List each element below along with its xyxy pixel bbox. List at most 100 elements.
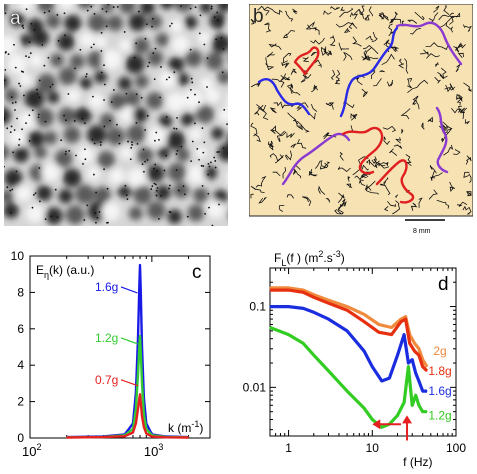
data-point: [303, 343, 304, 344]
y-axis-label: FL(f ) (m2.s-3): [274, 249, 345, 268]
data-point: [364, 321, 365, 322]
data-point: [124, 436, 125, 437]
y-tick-label: 8: [17, 285, 24, 299]
panel-b: b 8 mm: [249, 4, 473, 236]
data-point: [141, 416, 142, 417]
data-point: [418, 405, 419, 406]
data-point: [364, 408, 365, 409]
data-point: [346, 310, 347, 311]
x-tick-label: 100: [446, 441, 466, 455]
data-point: [418, 380, 419, 381]
data-point: [140, 350, 141, 351]
legend-1.2g: 1.2g: [428, 408, 451, 422]
data-point: [140, 288, 141, 289]
data-point: [313, 297, 314, 298]
data-point: [288, 334, 289, 335]
y-axis-label: Eη(k) (a.u.): [36, 263, 94, 280]
data-point: [269, 327, 270, 328]
x-axis-label: f (Hz): [403, 455, 432, 469]
data-point: [381, 380, 382, 381]
data-point: [137, 408, 138, 409]
data-point: [188, 437, 189, 438]
data-point: [328, 303, 329, 304]
data-point: [415, 373, 416, 374]
data-point: [408, 362, 409, 363]
data-point: [151, 436, 152, 437]
y-tick-label: 0: [17, 431, 24, 445]
data-point: [313, 355, 314, 356]
data-point: [346, 330, 347, 331]
data-point: [328, 300, 329, 301]
data-point: [409, 343, 410, 344]
pattern-image: a: [4, 4, 228, 226]
data-point: [372, 366, 373, 367]
plot-frame: [30, 256, 210, 438]
data-point: [288, 287, 289, 288]
data-point: [412, 405, 413, 406]
data-point: [404, 334, 405, 335]
data-point: [139, 394, 140, 395]
data-point: [132, 432, 133, 433]
legend-0.7g: 0.7g: [95, 373, 118, 387]
arrow-up-head: [402, 415, 412, 423]
legend-1.6g: 1.6g: [95, 280, 118, 294]
data-point: [328, 318, 329, 319]
data-point: [139, 283, 140, 284]
data-point: [139, 397, 140, 398]
data-point: [418, 355, 419, 356]
data-point: [422, 366, 423, 367]
data-point: [389, 378, 390, 379]
data-point: [415, 395, 416, 396]
data-point: [391, 327, 392, 328]
data-point: [143, 426, 144, 427]
data-point: [414, 343, 415, 344]
data-point: [400, 321, 401, 322]
data-point: [288, 306, 289, 307]
data-point: [405, 316, 406, 317]
data-point: [412, 359, 413, 360]
data-point: [418, 348, 419, 349]
x-tick-label: 102: [22, 442, 41, 459]
data-point: [135, 408, 136, 409]
data-point: [140, 401, 141, 402]
data-point: [135, 423, 136, 424]
data-point: [364, 314, 365, 315]
x-axis-label: k (m-1): [168, 419, 203, 435]
data-point: [391, 334, 392, 335]
scale-bar-label: 8 mm: [413, 228, 431, 235]
panel-a: a: [4, 4, 228, 226]
data-point: [303, 289, 304, 290]
data-point: [143, 414, 144, 415]
data-point: [404, 402, 405, 403]
data-point: [372, 419, 373, 420]
panel-b-label: b: [253, 6, 264, 27]
legend-1.6g: 1.6g: [428, 384, 451, 398]
data-point: [364, 351, 365, 352]
legend-leader: [121, 287, 137, 293]
y-tick-label: 6: [17, 322, 24, 336]
data-point: [103, 436, 104, 437]
data-point: [269, 287, 270, 288]
legend-leader: [121, 338, 138, 344]
data-point: [146, 433, 147, 434]
y-tick-label: 2: [17, 395, 24, 409]
data-point: [66, 437, 67, 438]
data-point: [328, 370, 329, 371]
data-point: [422, 411, 423, 412]
y-tick-label: 10: [11, 249, 25, 263]
data-point: [139, 345, 140, 346]
x-tick-label: 10: [366, 441, 380, 455]
data-point: [269, 289, 270, 290]
panel-c-label: c: [192, 262, 202, 283]
data-point: [137, 374, 138, 375]
data-point: [313, 294, 314, 295]
data-point: [269, 306, 270, 307]
series-line-1.6g: [67, 265, 189, 437]
data-point: [139, 335, 140, 336]
y-tick-label: 4: [17, 358, 24, 372]
x-tick-label: 1: [285, 441, 292, 455]
legend-2g: 2g: [433, 344, 446, 358]
